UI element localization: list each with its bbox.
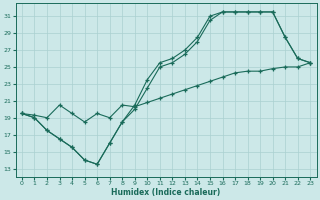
X-axis label: Humidex (Indice chaleur): Humidex (Indice chaleur) [111,188,221,197]
